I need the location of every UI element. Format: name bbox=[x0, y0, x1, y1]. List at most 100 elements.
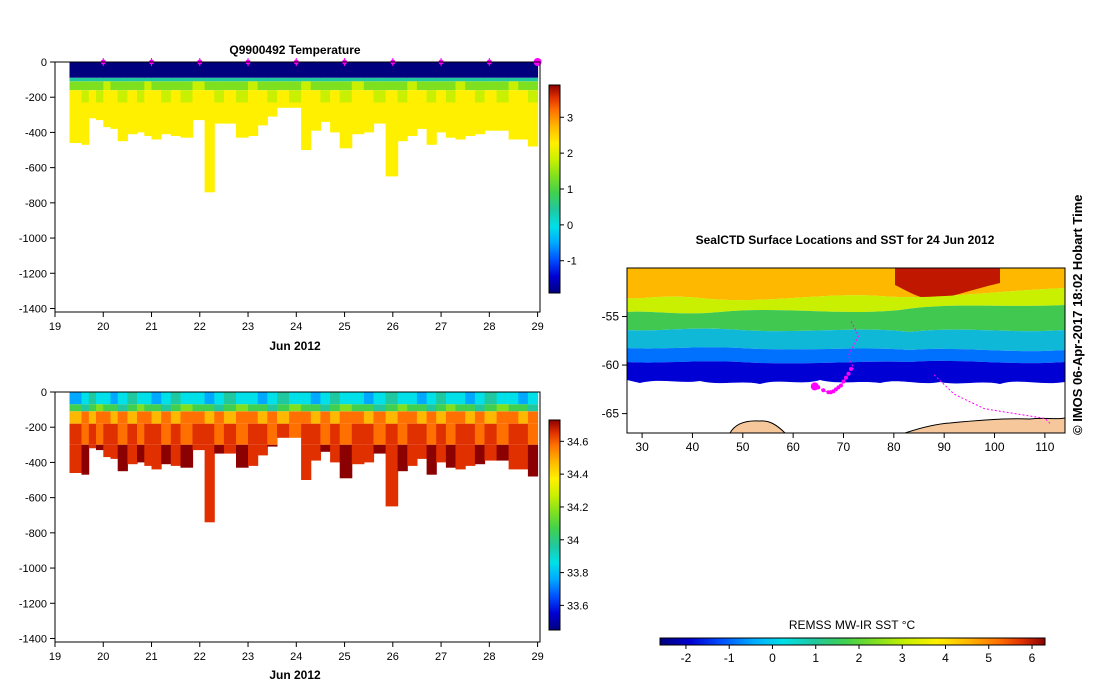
map-title: SealCTD Surface Locations and SST for 24… bbox=[696, 233, 995, 247]
profile-layer bbox=[397, 392, 408, 405]
profile-layer bbox=[289, 62, 302, 78]
profile-layer bbox=[170, 444, 181, 466]
y-tick-label: -1200 bbox=[19, 268, 47, 280]
profile-column bbox=[81, 392, 90, 475]
profile-layer bbox=[96, 102, 104, 121]
profile-layer bbox=[170, 392, 181, 405]
profile-layer bbox=[310, 423, 321, 445]
profile-layer bbox=[223, 392, 237, 405]
profile-layer bbox=[117, 102, 128, 142]
profile-layer bbox=[117, 423, 128, 445]
profile-layer bbox=[373, 81, 387, 91]
profile-layer bbox=[474, 404, 486, 412]
profile-layer bbox=[508, 62, 519, 78]
profile-layer bbox=[351, 77, 365, 82]
profile-layer bbox=[436, 423, 447, 445]
profile-layer bbox=[170, 423, 181, 445]
profile-layer bbox=[236, 444, 249, 468]
profile-layer bbox=[455, 423, 466, 445]
profile-layer bbox=[144, 81, 152, 91]
profile-layer bbox=[363, 423, 375, 445]
profile-layer bbox=[223, 62, 237, 78]
profile-column bbox=[110, 62, 119, 129]
profile-layer bbox=[496, 62, 510, 78]
x-tick-label: 27 bbox=[435, 651, 447, 663]
profile-layer bbox=[373, 411, 387, 424]
profile-layer bbox=[330, 411, 341, 424]
colorbar-tick-label: 2 bbox=[567, 148, 573, 160]
profile-layer bbox=[320, 444, 331, 452]
profile-layer bbox=[236, 423, 249, 445]
profile-layer bbox=[151, 102, 162, 140]
profile-layer bbox=[465, 392, 476, 405]
y-tick-label: 0 bbox=[41, 387, 47, 399]
profile-layer bbox=[527, 62, 539, 78]
seal-location bbox=[849, 366, 854, 371]
profile-layer bbox=[204, 411, 215, 424]
colorbar-tick-label: 1 bbox=[567, 184, 573, 196]
profile-layer bbox=[117, 62, 128, 78]
profile-column bbox=[96, 392, 104, 451]
profile-column bbox=[484, 392, 498, 461]
profile-layer bbox=[96, 392, 104, 405]
profile-layer bbox=[527, 90, 539, 103]
temperature-profiles bbox=[69, 62, 539, 193]
profile-layer bbox=[474, 81, 486, 91]
profile-column bbox=[127, 392, 138, 465]
profile-layer bbox=[385, 90, 399, 103]
profile-layer bbox=[103, 81, 111, 91]
profile-layer bbox=[81, 411, 90, 424]
profile-layer bbox=[137, 392, 145, 405]
x-tick-label: 20 bbox=[97, 321, 109, 333]
profile-layer bbox=[455, 62, 466, 78]
sst-band-darkblue bbox=[627, 360, 1065, 384]
sst-colorbar-tick-label: -1 bbox=[724, 651, 735, 665]
profile-layer bbox=[320, 404, 331, 412]
profile-layer bbox=[496, 392, 510, 405]
profile-layer bbox=[351, 423, 365, 445]
temperature-colorbar bbox=[548, 84, 561, 294]
profile-layer bbox=[527, 392, 539, 405]
profile-layer bbox=[407, 423, 418, 445]
profile-layer bbox=[508, 392, 519, 405]
profile-layer bbox=[214, 102, 225, 124]
profile-column bbox=[397, 62, 408, 142]
colorbar-tick-label: -1 bbox=[567, 256, 577, 268]
profile-layer bbox=[373, 90, 387, 103]
colorbar-tick-label: 34.4 bbox=[567, 469, 588, 481]
profile-layer bbox=[151, 62, 162, 78]
profile-layer bbox=[465, 81, 476, 91]
profile-layer bbox=[180, 404, 194, 412]
profile-layer bbox=[445, 90, 457, 103]
profile-column bbox=[151, 392, 162, 470]
profile-column bbox=[277, 392, 290, 438]
profile-layer bbox=[127, 81, 138, 91]
profile-layer bbox=[144, 392, 152, 405]
colorbar-tick-label: 34 bbox=[567, 535, 579, 547]
profile-layer bbox=[144, 102, 152, 136]
profile-layer bbox=[96, 90, 104, 103]
colorbar-tick-label: 34.2 bbox=[567, 502, 588, 514]
profile-layer bbox=[301, 423, 312, 445]
profile-layer bbox=[151, 444, 162, 470]
profile-layer bbox=[151, 77, 162, 82]
profile-layer bbox=[445, 62, 457, 78]
profile-layer bbox=[363, 77, 375, 82]
profile-layer bbox=[88, 423, 97, 445]
profile-layer bbox=[277, 62, 290, 78]
profile-layer bbox=[144, 90, 152, 103]
x-tick-label: 29 bbox=[531, 651, 543, 663]
profile-layer bbox=[373, 444, 387, 454]
profile-column bbox=[436, 392, 447, 463]
profile-layer bbox=[445, 423, 457, 445]
y-tick-label: -1400 bbox=[19, 633, 47, 645]
profile-layer bbox=[81, 102, 90, 145]
profile-layer bbox=[161, 423, 172, 445]
profile-layer bbox=[137, 404, 145, 412]
profile-layer bbox=[518, 404, 529, 412]
profile-layer bbox=[363, 404, 375, 412]
profile-layer bbox=[170, 81, 181, 91]
profile-layer bbox=[137, 62, 145, 78]
profile-layer bbox=[339, 404, 353, 412]
profile-layer bbox=[267, 411, 278, 424]
